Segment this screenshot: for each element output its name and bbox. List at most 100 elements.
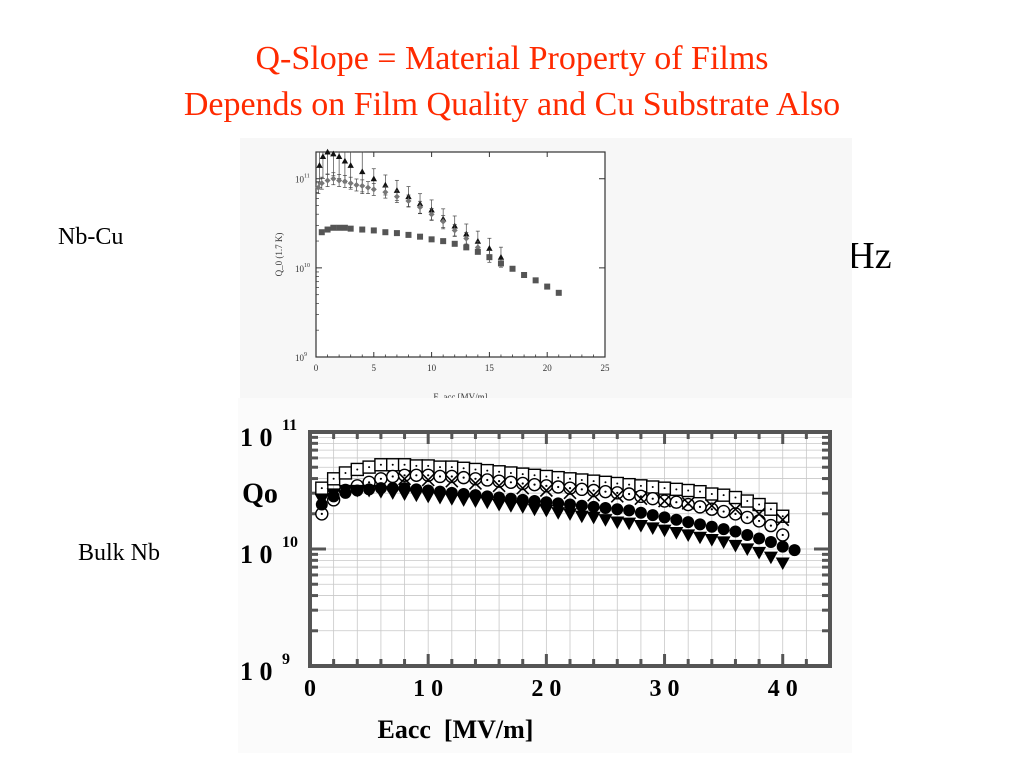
data-point-dot (521, 473, 524, 476)
data-point (385, 487, 400, 500)
data-series (314, 484, 790, 571)
data-point-dot (533, 474, 536, 477)
y-tick-label: 1 0 (240, 657, 273, 686)
data-point (497, 260, 504, 267)
data-point (480, 496, 495, 510)
data-point (563, 486, 577, 500)
data-point (463, 235, 470, 242)
data-point-dot (391, 463, 394, 466)
data-point-dot (769, 524, 773, 527)
x-tick-label: 20 (543, 363, 553, 373)
data-point (492, 498, 507, 512)
data-point-dot (557, 476, 560, 479)
data-point (336, 177, 343, 184)
y-tick-exponent: 11 (282, 417, 297, 434)
data-point (729, 525, 742, 538)
data-point (405, 198, 412, 205)
data-point (752, 546, 767, 560)
data-point (373, 486, 388, 499)
data-series (397, 472, 790, 527)
data-point (370, 186, 377, 193)
data-point-dot (391, 475, 394, 478)
data-point-dot (450, 466, 453, 469)
data-point-dot (781, 515, 784, 518)
y-axis-label: Qo (242, 479, 278, 510)
data-point-dot (521, 482, 524, 485)
data-point-dot (710, 493, 713, 496)
data-point (599, 502, 612, 515)
data-point-dot (569, 477, 571, 480)
data-point (318, 229, 325, 236)
data-point-dot (462, 467, 465, 470)
data-point-dot (379, 477, 383, 480)
data-point (563, 508, 577, 521)
data-point (693, 531, 707, 545)
data-point (551, 507, 566, 520)
x-tick-label: 0 (304, 676, 316, 702)
data-point-dot (438, 475, 442, 478)
data-point (324, 177, 331, 184)
x-tick-label: 25 (601, 363, 611, 373)
data-point-dot (509, 481, 513, 484)
data-point-dot (568, 487, 572, 490)
data-point (456, 494, 471, 507)
data-point (393, 187, 401, 193)
data-point (444, 493, 459, 506)
data-point (421, 490, 436, 504)
data-point (433, 491, 447, 505)
data-point (634, 506, 647, 519)
data-point-dot (462, 476, 465, 479)
data-point (393, 193, 400, 200)
data-point (445, 474, 459, 488)
data-point (775, 557, 790, 571)
data-point (324, 148, 331, 155)
data-point (324, 226, 331, 233)
data-point-dot (757, 519, 761, 523)
data-point (338, 484, 353, 498)
y-tick-exponent: 11 (304, 174, 310, 180)
data-point-dot (580, 488, 583, 491)
data-point-dot (651, 497, 654, 500)
data-point (359, 226, 366, 233)
data-point (486, 245, 493, 251)
data-point (716, 536, 731, 549)
data-point-dot (746, 516, 749, 519)
data-point (694, 518, 706, 531)
data-series (315, 468, 790, 542)
data-point (587, 488, 601, 502)
data-point (393, 230, 400, 237)
data-point (347, 225, 354, 232)
data-point (646, 509, 659, 522)
data-point (341, 157, 349, 164)
data-point (330, 175, 337, 182)
data-point-dot (486, 478, 489, 482)
y-tick-label: 1 0 (240, 423, 273, 452)
data-point (555, 289, 562, 296)
data-point-dot (734, 512, 737, 515)
data-point (657, 494, 672, 508)
data-point-dot (758, 503, 761, 506)
data-point (362, 484, 377, 498)
data-point (503, 500, 518, 513)
data-point (539, 504, 554, 518)
data-point-dot (781, 533, 784, 537)
data-point-dot (367, 481, 371, 484)
data-point-dot (497, 480, 501, 483)
data-point (468, 476, 483, 491)
x-tick-label: 5 (372, 363, 377, 373)
data-point (740, 543, 755, 556)
data-point (335, 153, 343, 160)
x-axis-label: Eacc [MV/m] (377, 715, 533, 744)
data-point (497, 253, 505, 260)
x-tick-label: 10 (427, 363, 437, 373)
data-point-dot (628, 483, 631, 486)
data-point-dot (734, 496, 737, 499)
data-point (314, 494, 329, 507)
slide-title-line-1: Q-Slope = Material Property of Films (255, 40, 769, 77)
data-point (728, 539, 743, 553)
data-series (316, 148, 505, 268)
slide-title-line-2: Depends on Film Quality and Cu Substrate… (183, 86, 841, 123)
data-point (645, 522, 660, 535)
data-point (516, 481, 530, 495)
